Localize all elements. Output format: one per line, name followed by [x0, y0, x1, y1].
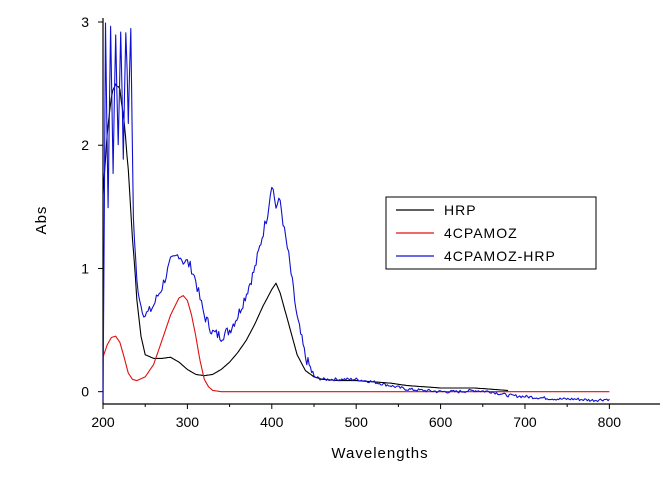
legend: HRP 4CPAMOZ 4CPAMOZ-HRP — [385, 196, 597, 270]
legend-label: HRP — [444, 202, 477, 218]
x-tick-label: 600 — [429, 414, 453, 430]
x-axis-title: Wavelengths — [331, 445, 428, 462]
x-tick-label: 300 — [176, 414, 200, 430]
series-line-1 — [102, 83, 509, 391]
ticks-layer: 200 300 400 500 600 700 800 0 1 2 3 — [81, 14, 621, 430]
y-tick-label: 0 — [81, 384, 89, 400]
legend-label: 4CPAMOZ — [444, 225, 518, 241]
series-line-3 — [102, 22, 610, 403]
x-tick-label: 700 — [513, 414, 537, 430]
y-axis-title: Abs — [33, 206, 50, 235]
y-tick-label: 2 — [81, 137, 89, 153]
x-tick-label: 800 — [598, 414, 622, 430]
y-tick-label: 3 — [81, 14, 89, 30]
x-tick-label: 200 — [91, 414, 115, 430]
series-line-2 — [102, 295, 610, 393]
series-layer — [102, 22, 610, 403]
x-tick-label: 400 — [260, 414, 284, 430]
x-tick-label: 500 — [345, 414, 369, 430]
y-tick-label: 1 — [81, 260, 89, 276]
legend-label: 4CPAMOZ-HRP — [444, 248, 556, 264]
